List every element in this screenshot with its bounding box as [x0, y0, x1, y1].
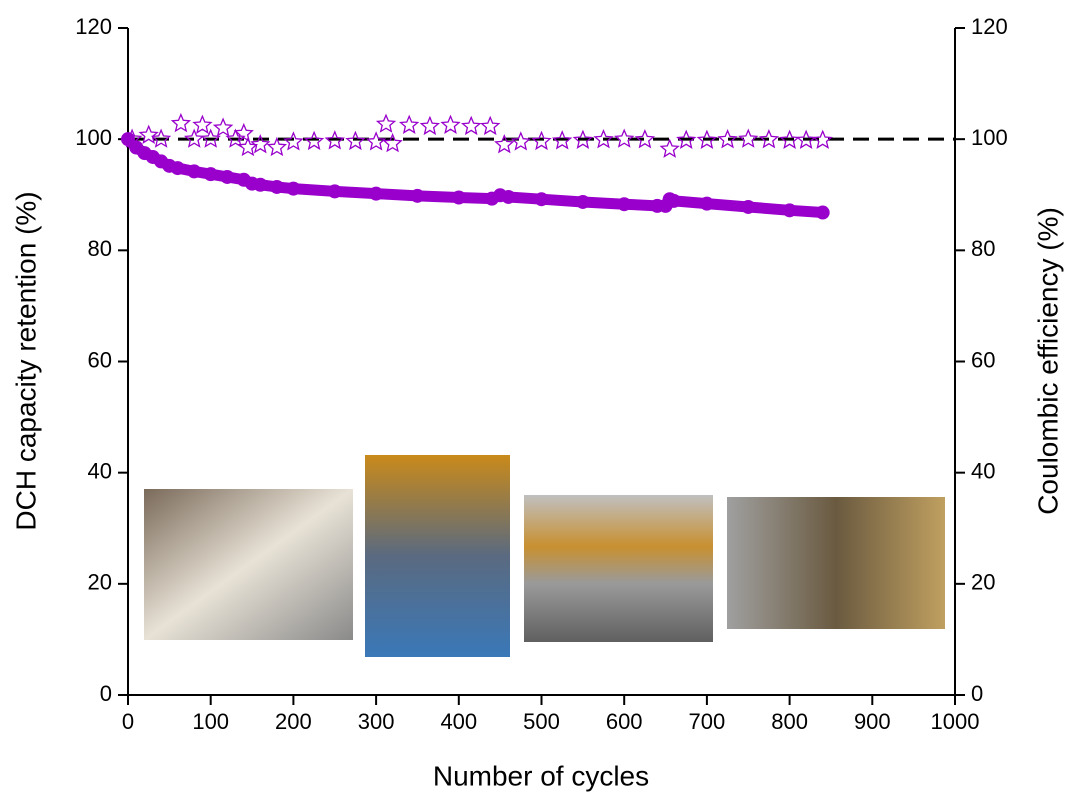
- star-marker: [616, 130, 633, 146]
- photo: [727, 497, 945, 629]
- y-tick-label: 120: [75, 14, 112, 39]
- x-tick-label: 800: [771, 709, 808, 734]
- marker: [617, 197, 631, 211]
- marker: [369, 187, 383, 201]
- y-axis-title: DCH capacity retention (%): [10, 191, 41, 530]
- marker: [253, 178, 267, 192]
- star-marker: [215, 119, 232, 135]
- x-tick-label: 700: [689, 709, 726, 734]
- x-tick-label: 400: [440, 709, 477, 734]
- y-tick-label: 80: [88, 236, 112, 261]
- marker: [187, 164, 201, 178]
- star-marker: [268, 139, 285, 155]
- marker: [452, 191, 466, 205]
- x-tick-label: 500: [523, 709, 560, 734]
- photo: [365, 455, 510, 657]
- star-marker: [368, 133, 385, 149]
- y2-tick-label: 0: [971, 681, 983, 706]
- marker: [535, 192, 549, 206]
- marker: [816, 206, 830, 220]
- star-marker: [194, 116, 211, 132]
- chart: Number of cycles DCH capacity retention …: [0, 0, 1072, 798]
- y-tick-label: 0: [100, 681, 112, 706]
- star-marker: [740, 130, 757, 146]
- star-marker: [186, 130, 203, 146]
- y2-tick-label: 60: [971, 347, 995, 372]
- marker: [501, 190, 515, 204]
- x-tick-label: 1000: [931, 709, 980, 734]
- star-marker: [172, 115, 189, 131]
- star-marker: [463, 117, 480, 133]
- y2-axis-title: Coulombic efficiency (%): [1032, 207, 1063, 515]
- x-tick-label: 200: [275, 709, 312, 734]
- y-tick-label: 40: [88, 458, 112, 483]
- y-tick-label: 60: [88, 347, 112, 372]
- marker: [171, 161, 185, 175]
- star-marker: [661, 140, 678, 156]
- y-tick-label: 100: [75, 125, 112, 150]
- marker: [700, 197, 714, 211]
- y-tick-label: 20: [88, 570, 112, 595]
- marker: [410, 189, 424, 203]
- marker: [576, 195, 590, 209]
- star-marker: [401, 116, 418, 132]
- star-marker: [442, 116, 459, 132]
- star-marker: [285, 133, 302, 149]
- star-marker: [512, 133, 529, 149]
- star-marker: [814, 131, 831, 147]
- marker: [286, 182, 300, 196]
- star-marker: [719, 131, 736, 147]
- star-marker: [384, 135, 401, 151]
- x-tick-label: 900: [854, 709, 891, 734]
- y2-tick-label: 80: [971, 236, 995, 261]
- marker: [783, 203, 797, 217]
- star-marker: [378, 115, 395, 131]
- marker: [741, 200, 755, 214]
- photo: [144, 489, 353, 640]
- x-tick-label: 600: [606, 709, 643, 734]
- y2-tick-label: 120: [971, 14, 1008, 39]
- x-tick-label: 100: [192, 709, 229, 734]
- y2-tick-label: 100: [971, 125, 1008, 150]
- marker: [204, 167, 218, 181]
- marker: [270, 180, 284, 194]
- x-tick-label: 0: [122, 709, 134, 734]
- marker: [328, 184, 342, 198]
- x-axis-title: Number of cycles: [433, 760, 649, 791]
- y2-tick-label: 40: [971, 458, 995, 483]
- y2-tick-label: 20: [971, 570, 995, 595]
- star-marker: [421, 117, 438, 133]
- marker: [220, 170, 234, 184]
- x-tick-label: 300: [358, 709, 395, 734]
- star-marker: [482, 117, 499, 133]
- photo: [524, 495, 713, 642]
- star-marker: [636, 131, 653, 147]
- marker: [667, 194, 681, 208]
